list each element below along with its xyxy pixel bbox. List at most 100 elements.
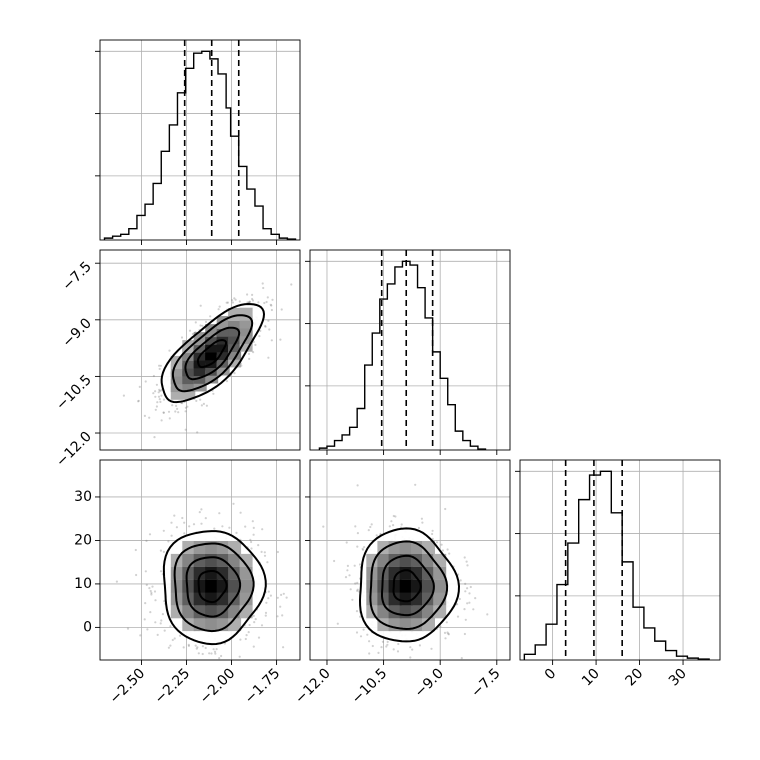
scatter-point (459, 579, 462, 582)
scatter-point (397, 642, 400, 646)
scatter-point (356, 545, 359, 548)
density-cell (205, 592, 219, 606)
scatter-point (443, 631, 447, 635)
scatter-point (355, 610, 359, 613)
density-cell (182, 553, 196, 567)
density-cell (228, 579, 242, 593)
density-cell (193, 592, 207, 606)
scatter-point (204, 517, 207, 520)
scatter-point (148, 587, 151, 590)
scatter-point (153, 436, 156, 439)
scatter-point (209, 315, 212, 318)
scatter-point (472, 608, 475, 611)
scatter-point (264, 325, 267, 328)
scatter-point (148, 416, 151, 419)
scatter-point (346, 569, 349, 572)
contour-2-1 (381, 554, 435, 617)
y-tick-label-1-3: −7.5 (59, 259, 94, 294)
scatter-point (400, 523, 403, 526)
scatter-point (333, 559, 336, 563)
scatter-point (198, 510, 201, 514)
scatter-point (170, 534, 173, 537)
hist-frame-2 (519, 459, 721, 661)
density-cell (399, 605, 413, 619)
scatter-point (336, 622, 339, 625)
scatter-point (263, 301, 266, 305)
scatter-point (235, 531, 238, 535)
scatter-point (204, 320, 208, 323)
contour-2-3 (358, 527, 461, 643)
scatter-point (245, 634, 248, 637)
scatter-point (187, 644, 190, 648)
scatter-point (392, 514, 395, 518)
x-tick-label-2-0: 0 (542, 666, 560, 684)
density-cell (182, 605, 196, 619)
density-cell (182, 566, 196, 580)
density-cell (410, 592, 424, 606)
scatter-point (154, 395, 157, 398)
scatter-point (149, 589, 152, 593)
scatter-point (375, 534, 378, 537)
scatter-point (263, 551, 266, 554)
scatter-point (251, 293, 254, 296)
scatter-point (199, 398, 202, 401)
scatter-point (271, 298, 274, 301)
density-cell (410, 579, 424, 593)
scatter-point (159, 570, 163, 573)
density-cell (193, 579, 207, 593)
scatter-point (171, 638, 174, 642)
scatter-point (260, 550, 263, 554)
density-cell (193, 553, 207, 567)
scatter-point (266, 296, 269, 299)
scatter-point (134, 548, 137, 552)
scatter-point (266, 561, 269, 564)
scatter-point (392, 648, 395, 651)
density-cell (388, 579, 402, 593)
scatter-point (430, 647, 433, 650)
scatter-point (182, 646, 185, 649)
scatter-point (149, 611, 152, 614)
scatter-point (280, 593, 283, 597)
contour-2-2 (369, 540, 449, 631)
scatter-point (196, 646, 199, 649)
density-cell (239, 592, 253, 606)
scatter-point (447, 633, 450, 636)
scatter-point (269, 303, 272, 306)
scatter-point (456, 603, 459, 606)
scatter-point (264, 614, 267, 617)
scatter-point (199, 324, 202, 327)
scatter-point (162, 398, 166, 401)
scatter-point (279, 605, 282, 608)
scatter-point (446, 631, 449, 634)
scatter-point (194, 321, 197, 324)
scatter-point (359, 615, 362, 618)
scatter-point (138, 385, 141, 388)
scatter-point (369, 525, 372, 529)
density-cell (377, 605, 391, 619)
scatter-point (252, 645, 255, 648)
scatter-point (122, 394, 125, 397)
scatter-point (356, 532, 359, 535)
scatter-point (248, 300, 251, 303)
scatter-point (257, 301, 260, 304)
density-cell (422, 579, 435, 593)
scatter-point (175, 526, 178, 529)
scatter-point (162, 411, 165, 414)
density-cell (170, 579, 184, 593)
scatter-point (392, 524, 395, 527)
scatter-point (418, 644, 421, 647)
scatter-point (322, 525, 325, 528)
scatter-point (143, 618, 146, 621)
density-cell (205, 605, 219, 619)
scatter-point (464, 582, 467, 586)
scatter-point (153, 590, 157, 593)
scatter-point (199, 304, 202, 307)
scatter-point (353, 564, 356, 567)
scatter-point (228, 526, 231, 529)
scatter-point (270, 339, 273, 342)
scatter-point (184, 410, 187, 413)
pair-frame-2 (309, 459, 511, 661)
density-cell (216, 592, 230, 606)
density-cell (410, 541, 424, 554)
scatter-point (264, 611, 268, 615)
